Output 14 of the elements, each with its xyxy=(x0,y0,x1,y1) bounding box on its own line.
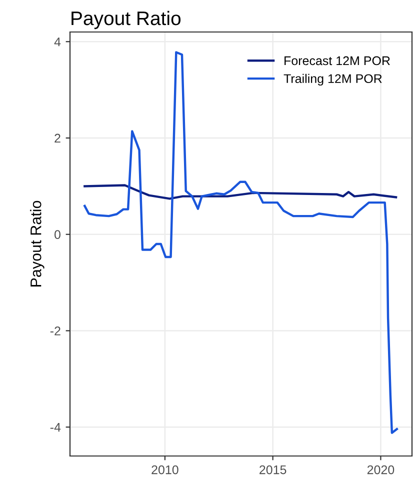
y-tick-label: 2 xyxy=(54,134,60,143)
line-series xyxy=(84,184,398,200)
legend-label: Trailing 12M POR xyxy=(284,74,382,86)
y-axis-title: Payout Ratio xyxy=(30,200,44,286)
x-tick-label: 2015 xyxy=(260,465,286,474)
x-tick-label: 2010 xyxy=(152,465,178,474)
y-tick-label: -4 xyxy=(50,423,61,432)
y-tick-label: 4 xyxy=(54,38,61,46)
line-series xyxy=(84,51,398,434)
chart-title: Payout Ratio xyxy=(72,10,181,30)
x-tick-label: 2020 xyxy=(367,465,394,474)
y-tick-label: 0 xyxy=(54,230,60,240)
y-tick-label: -2 xyxy=(50,326,60,336)
legend-label: Forecast 12M POR xyxy=(284,56,390,66)
